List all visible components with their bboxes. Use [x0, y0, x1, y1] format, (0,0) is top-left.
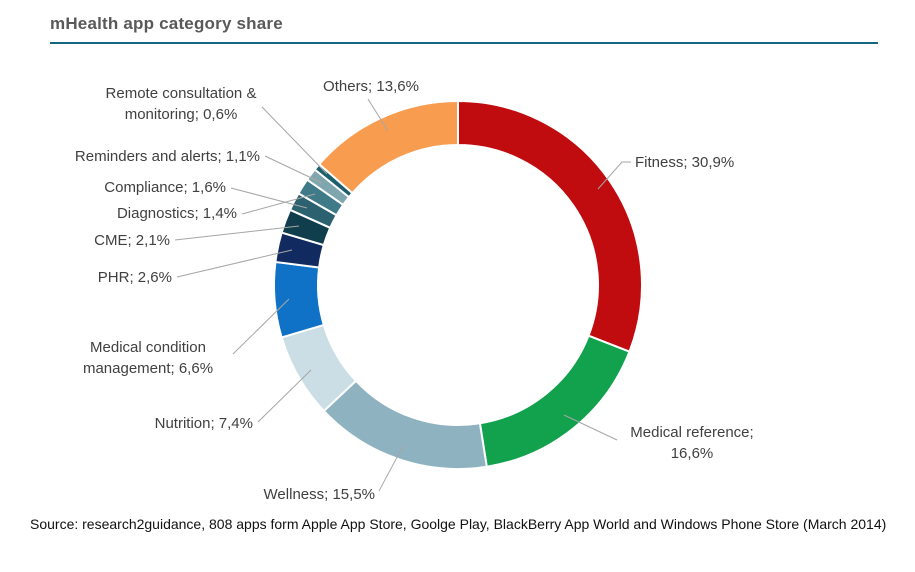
- slice-label-medical-reference: Medical reference; 16,6%: [630, 424, 753, 462]
- leader-line-diagnostics: [241, 193, 316, 215]
- slice-label-phr: PHR; 2,6%: [98, 269, 172, 286]
- leader-line-compliance: [230, 187, 308, 209]
- slice-label-nutrition: Nutrition; 7,4%: [155, 415, 253, 432]
- leader-line-medical-condition-management: [232, 298, 290, 355]
- leader-line-wellness: [378, 445, 404, 492]
- slice-label-fitness: Fitness; 30,9%: [635, 154, 734, 171]
- leader-line-others: [367, 98, 389, 132]
- leader-line-phr: [176, 249, 293, 278]
- chart-title: mHealth app category share: [50, 14, 283, 33]
- donut-slice-medical-condition-management: [273, 260, 326, 339]
- donut-slice-others: [317, 99, 459, 195]
- slice-label-remote-consultation-monitoring: Remote consultation & monitoring; 0,6%: [106, 85, 257, 123]
- leader-line-medical-reference: [563, 414, 618, 441]
- donut-slice-wellness: [322, 379, 488, 470]
- slice-label-diagnostics: Diagnostics; 1,4%: [117, 205, 237, 222]
- leader-line-nutrition: [257, 369, 312, 423]
- leader-line-remote-consultation-monitoring: [261, 106, 328, 175]
- slice-label-reminders-and-alerts: Reminders and alerts; 1,1%: [75, 148, 260, 165]
- slice-label-compliance: Compliance; 1,6%: [104, 179, 226, 196]
- leader-line-cme: [174, 225, 300, 241]
- donut-slice-medical-reference: [478, 334, 631, 468]
- slice-label-others: Others; 13,6%: [323, 78, 419, 95]
- donut-slice-fitness: [457, 99, 643, 353]
- leader-line-fitness: [597, 161, 631, 190]
- leader-line-reminders-and-alerts: [264, 155, 323, 184]
- title-underline: [50, 42, 878, 44]
- slice-label-cme: CME; 2,1%: [94, 232, 170, 249]
- slice-label-medical-condition-management: Medical condition management; 6,6%: [83, 339, 213, 377]
- source-note: Source: research2guidance, 808 apps form…: [30, 516, 887, 532]
- slice-label-wellness: Wellness; 15,5%: [264, 486, 375, 503]
